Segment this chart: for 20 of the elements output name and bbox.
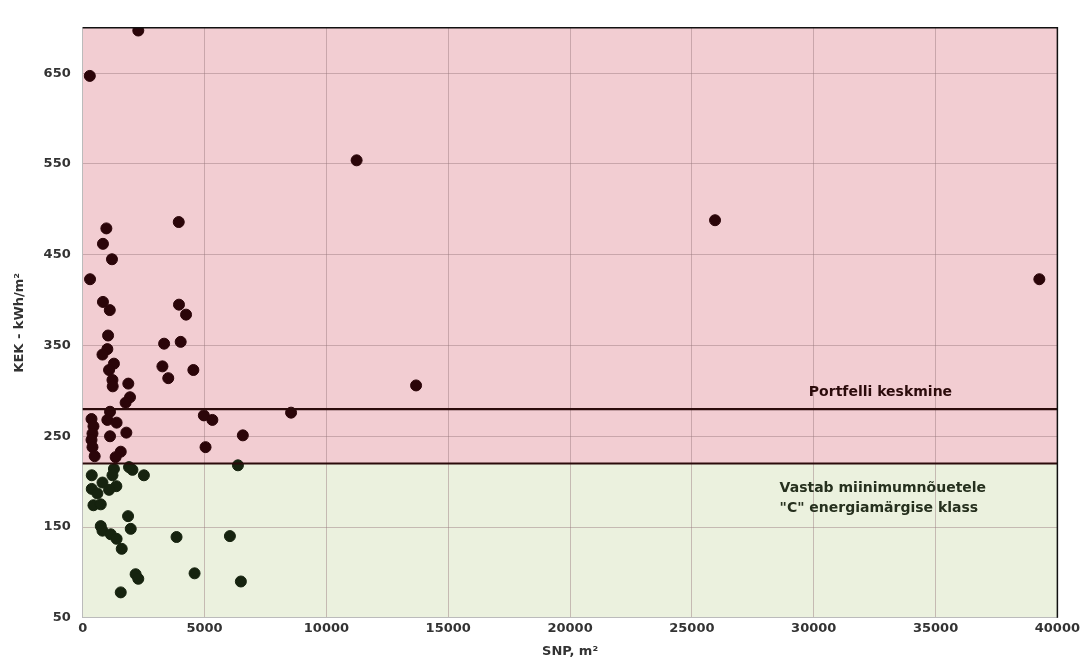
x-tick-label: 20000 <box>547 619 593 635</box>
y-tick-label: 250 <box>43 427 71 443</box>
x-tick-label: 0 <box>78 619 88 635</box>
band-label: Vastab miinimumnõuetele "C" energiamärgise klass <box>779 479 987 516</box>
x-tick-label: 30000 <box>791 619 837 635</box>
x-tick-label: 10000 <box>303 619 350 635</box>
y-tick-label: 350 <box>43 336 71 352</box>
y-tick-label: 550 <box>43 155 71 171</box>
x-axis-title: SNP, m² <box>542 642 599 658</box>
x-tick-label: 40000 <box>1034 619 1080 635</box>
y-axis-title: KEK - kWh/m² <box>11 272 27 373</box>
x-tick-label: 35000 <box>912 619 959 635</box>
x-tick-label: 15000 <box>425 619 471 635</box>
x-tick-label: 25000 <box>669 619 715 635</box>
y-tick-label: 50 <box>52 609 71 625</box>
y-tick-label: 450 <box>43 246 71 262</box>
ref-line-label: Portfelli keskmine <box>808 382 953 399</box>
y-tick-label: 650 <box>43 64 71 80</box>
x-tick-label: 5000 <box>186 619 223 635</box>
y-tick-label: 150 <box>43 518 71 534</box>
